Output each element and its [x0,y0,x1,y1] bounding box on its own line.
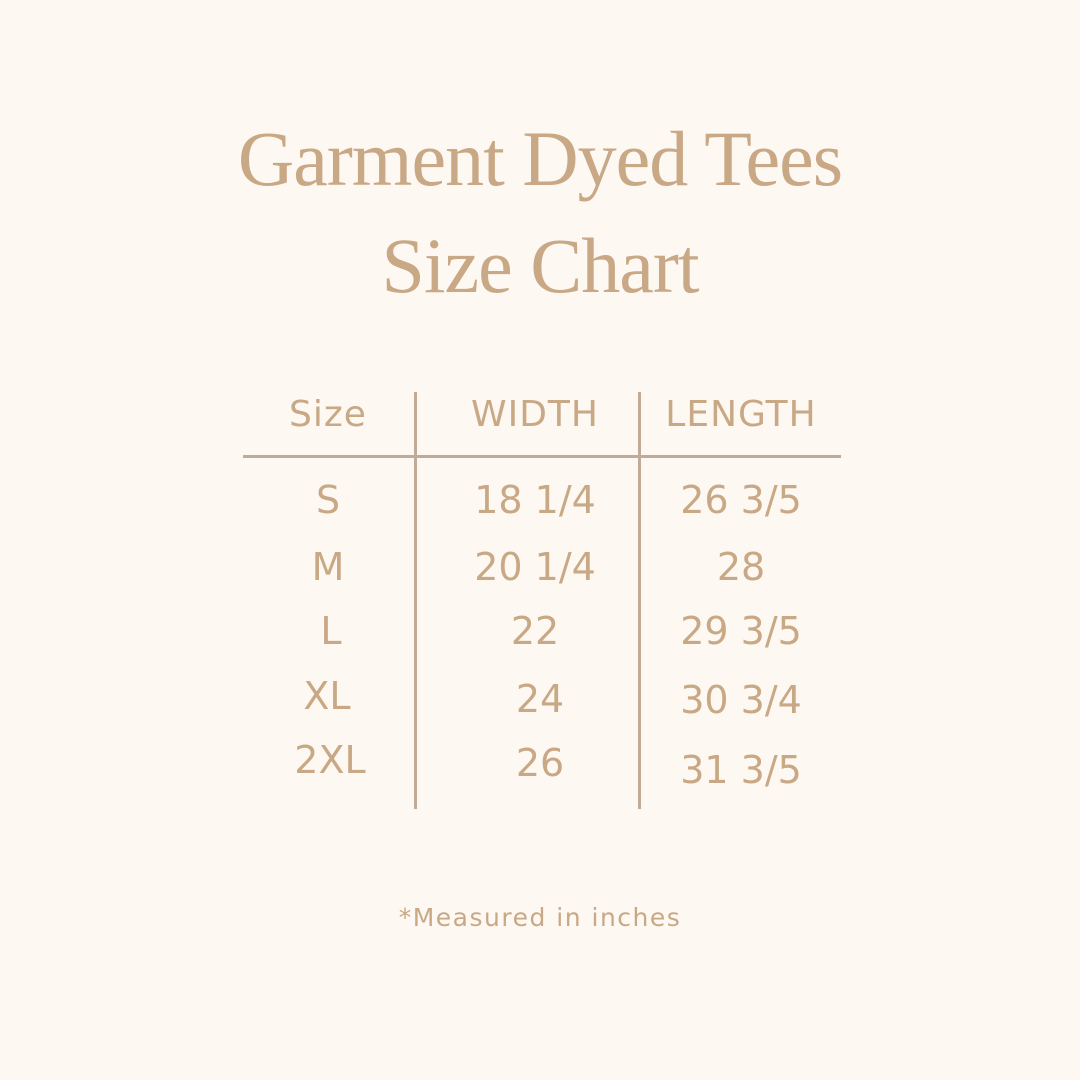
header-divider [243,455,841,458]
cell-length: 31 3/5 [680,748,802,792]
cell-size: 2XL [294,738,366,782]
cell-length: 28 [716,545,766,589]
column-divider-2 [638,392,641,809]
header-width: WIDTH [471,394,599,435]
column-divider-1 [414,392,417,809]
cell-size: M [311,545,345,589]
cell-size: L [320,609,342,653]
cell-width: 18 1/4 [474,478,596,522]
title-line-1: Garment Dyed Tees [237,115,843,202]
cell-width: 26 [515,741,565,785]
footnote: *Measured in inches [398,903,682,932]
cell-length: 26 3/5 [680,478,802,522]
cell-width: 24 [515,677,565,721]
cell-size: S [315,478,341,522]
cell-width: 20 1/4 [474,545,596,589]
cell-length: 29 3/5 [680,609,802,653]
cell-width: 22 [510,609,560,653]
title-line-2: Size Chart [381,222,699,309]
header-size: Size [289,394,367,435]
cell-size: XL [303,674,351,718]
header-length: LENGTH [665,394,817,435]
cell-length: 30 3/4 [680,678,802,722]
